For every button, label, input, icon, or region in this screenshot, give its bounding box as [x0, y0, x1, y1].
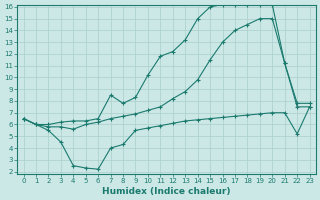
X-axis label: Humidex (Indice chaleur): Humidex (Indice chaleur) [102, 187, 231, 196]
